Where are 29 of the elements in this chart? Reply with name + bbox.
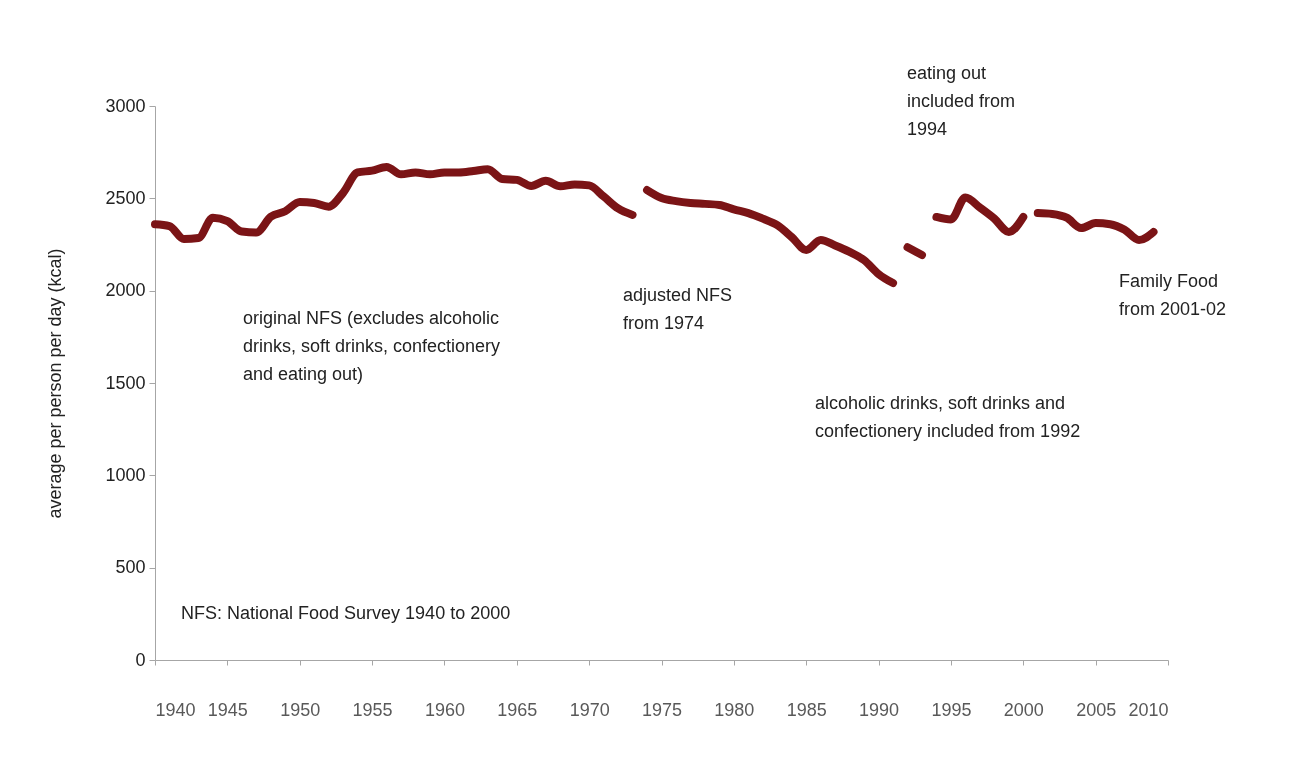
x-tick-label: 1980 [714,699,755,720]
y-axis-title: average per person per day (kcal) [45,248,66,519]
x-tick-label: 1940 [155,699,196,720]
x-tick-label: 1975 [641,699,683,720]
x-tick-label: 1945 [207,699,248,720]
x-tick-label: 2000 [1003,699,1044,720]
y-tick-label: 1000 [105,464,146,485]
y-tick-label: 0 [135,649,146,670]
x-tick-label: 1960 [424,699,465,720]
y-tick-label: 500 [115,557,146,578]
annotation: adjusted NFS from 1974 [623,285,733,333]
annotation: NFS: National Food Survey 1940 to 2000 [181,603,511,623]
x-tick-label: 2005 [1076,699,1117,720]
annotation: alcoholic drinks, soft drinks and confectionery included from 1992 [815,393,1081,441]
y-tick-label: 1500 [105,372,146,393]
x-tick-label: 1965 [497,699,538,720]
x-tick-label: 1950 [280,699,321,720]
x-tick-label: 1985 [786,699,827,720]
annotation: original NFS (excludes alcoholic drinks, soft drinks, confectionery and eating out) [243,308,501,384]
annotation: Family Food from 2001-02 [1119,271,1227,319]
x-tick-label: 1995 [931,699,972,720]
y-tick-label: 2000 [105,280,146,301]
x-tick-label: 1970 [569,699,610,720]
y-tick-label: 3000 [105,95,146,116]
x-tick-label: 1955 [352,699,393,720]
x-tick-label: 2010 [1128,699,1169,720]
annotation: eating out included from 1994 [907,63,1016,139]
x-tick-label: 1990 [859,699,900,720]
y-tick-label: 2500 [105,187,146,208]
